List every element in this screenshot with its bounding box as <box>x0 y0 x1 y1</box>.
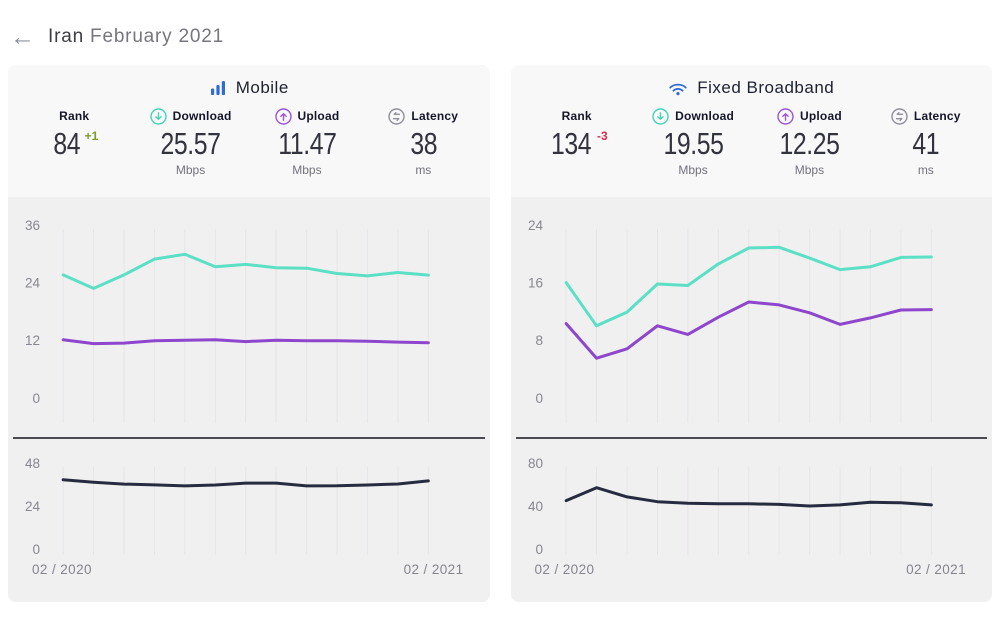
mobile-panel-header: Mobile Rank 84 +1 Downlo <box>8 65 490 197</box>
latency-circle-icon <box>388 107 406 125</box>
mobile-latency-chart-section: 48 24 0 02 / 2020 02 / 2021 <box>8 439 490 602</box>
mobile-stat-upload: Upload 11.47 Mbps <box>249 107 365 177</box>
mobile-latency-chart[interactable]: 48 24 0 <box>8 439 490 561</box>
svg-text:24: 24 <box>528 218 544 233</box>
fixed-panel-header: Fixed Broadband Rank 134 -3 <box>510 65 993 197</box>
svg-text:8: 8 <box>535 333 543 348</box>
page-title-period: February 2021 <box>90 26 225 47</box>
fixed-stat-latency: Latency 41 ms <box>868 107 984 177</box>
rank-change-badge: -3 <box>596 129 608 143</box>
download-label: Download <box>675 109 735 123</box>
x-axis-end-label: 02 / 2021 <box>403 562 464 577</box>
page-title-country: Iran <box>48 26 84 47</box>
svg-text:48: 48 <box>25 456 40 471</box>
x-axis-labels: 02 / 2020 02 / 2021 <box>8 561 490 577</box>
upload-unit: Mbps <box>794 162 825 177</box>
mobile-stat-rank: Rank 84 +1 <box>16 107 132 177</box>
rank-label: Rank <box>59 109 90 123</box>
fixed-speed-chart[interactable]: 24 16 8 0 <box>510 197 992 437</box>
upload-value: 11.47 <box>277 126 337 161</box>
download-circle-icon <box>149 107 167 125</box>
latency-unit: ms <box>917 162 934 177</box>
mobile-stat-download: Download 25.57 Mbps <box>132 107 248 177</box>
latency-label: Latency <box>913 109 961 123</box>
panels-container: Mobile Rank 84 +1 Downlo <box>0 65 1000 602</box>
svg-text:0: 0 <box>535 542 543 557</box>
rank-value: 134 <box>550 126 592 161</box>
upload-label: Upload <box>800 109 842 123</box>
latency-circle-icon <box>891 107 908 125</box>
fixed-panel-title: Fixed Broadband <box>511 78 993 98</box>
fixed-latency-chart[interactable]: 80 40 0 <box>511 439 993 561</box>
fixed-stat-upload: Upload 12.25 Mbps <box>751 107 867 177</box>
download-unit: Mbps <box>678 162 708 177</box>
wifi-icon <box>669 83 687 95</box>
download-circle-icon <box>652 107 669 125</box>
svg-text:36: 36 <box>25 218 40 233</box>
svg-text:0: 0 <box>535 391 543 406</box>
svg-text:12: 12 <box>25 333 40 348</box>
svg-text:0: 0 <box>33 542 41 557</box>
upload-circle-icon <box>274 107 292 125</box>
latency-label: Latency <box>411 109 459 123</box>
app-header: ← Iran February 2021 <box>0 0 1000 65</box>
upload-value: 12.25 <box>779 126 840 161</box>
svg-text:80: 80 <box>528 456 543 471</box>
x-axis-start-label: 02 / 2020 <box>534 562 595 577</box>
fixed-stats-row: Rank 134 -3 Download 19.55 <box>511 107 993 177</box>
fixed-latency-chart-section: 80 40 0 02 / 2020 02 / 2021 <box>510 439 993 602</box>
chart-divider <box>13 437 485 439</box>
latency-value: 38 <box>409 126 437 161</box>
rank-label: Rank <box>561 109 592 123</box>
svg-text:40: 40 <box>528 499 543 514</box>
svg-text:0: 0 <box>33 391 41 406</box>
fixed-panel-title-label: Fixed Broadband <box>697 78 835 97</box>
download-label: Download <box>172 109 232 123</box>
fixed-stat-download: Download 19.55 Mbps <box>635 107 751 177</box>
rank-value: 84 <box>53 126 81 161</box>
chart-divider <box>515 437 987 439</box>
page-title: Iran February 2021 <box>48 26 224 48</box>
latency-unit: ms <box>415 162 432 177</box>
rank-change-badge: +1 <box>84 129 99 143</box>
x-axis-labels: 02 / 2020 02 / 2021 <box>511 561 993 577</box>
fixed-stat-rank: Rank 134 -3 <box>519 107 635 177</box>
back-button[interactable]: ← <box>10 23 35 51</box>
x-axis-end-label: 02 / 2021 <box>906 562 966 577</box>
mobile-panel-title: Mobile <box>8 78 490 98</box>
mobile-panel-title-label: Mobile <box>235 78 289 97</box>
bar-chart-icon <box>210 81 225 95</box>
svg-text:24: 24 <box>25 499 41 514</box>
svg-text:16: 16 <box>528 276 543 291</box>
upload-label: Upload <box>297 109 340 123</box>
mobile-stat-latency: Latency 38 ms <box>365 107 481 177</box>
mobile-speed-chart[interactable]: 36 24 12 0 <box>8 197 490 437</box>
fixed-broadband-panel: Fixed Broadband Rank 134 -3 <box>510 65 993 602</box>
upload-circle-icon <box>777 107 794 125</box>
upload-unit: Mbps <box>292 162 322 177</box>
download-value: 19.55 <box>663 126 724 161</box>
latency-value: 41 <box>912 126 940 161</box>
mobile-stats-row: Rank 84 +1 Download 25.57 <box>8 107 490 177</box>
x-axis-start-label: 02 / 2020 <box>32 562 92 577</box>
download-unit: Mbps <box>175 162 206 177</box>
download-value: 25.57 <box>160 126 221 161</box>
svg-text:24: 24 <box>25 276 41 291</box>
mobile-panel: Mobile Rank 84 +1 Downlo <box>8 65 490 602</box>
